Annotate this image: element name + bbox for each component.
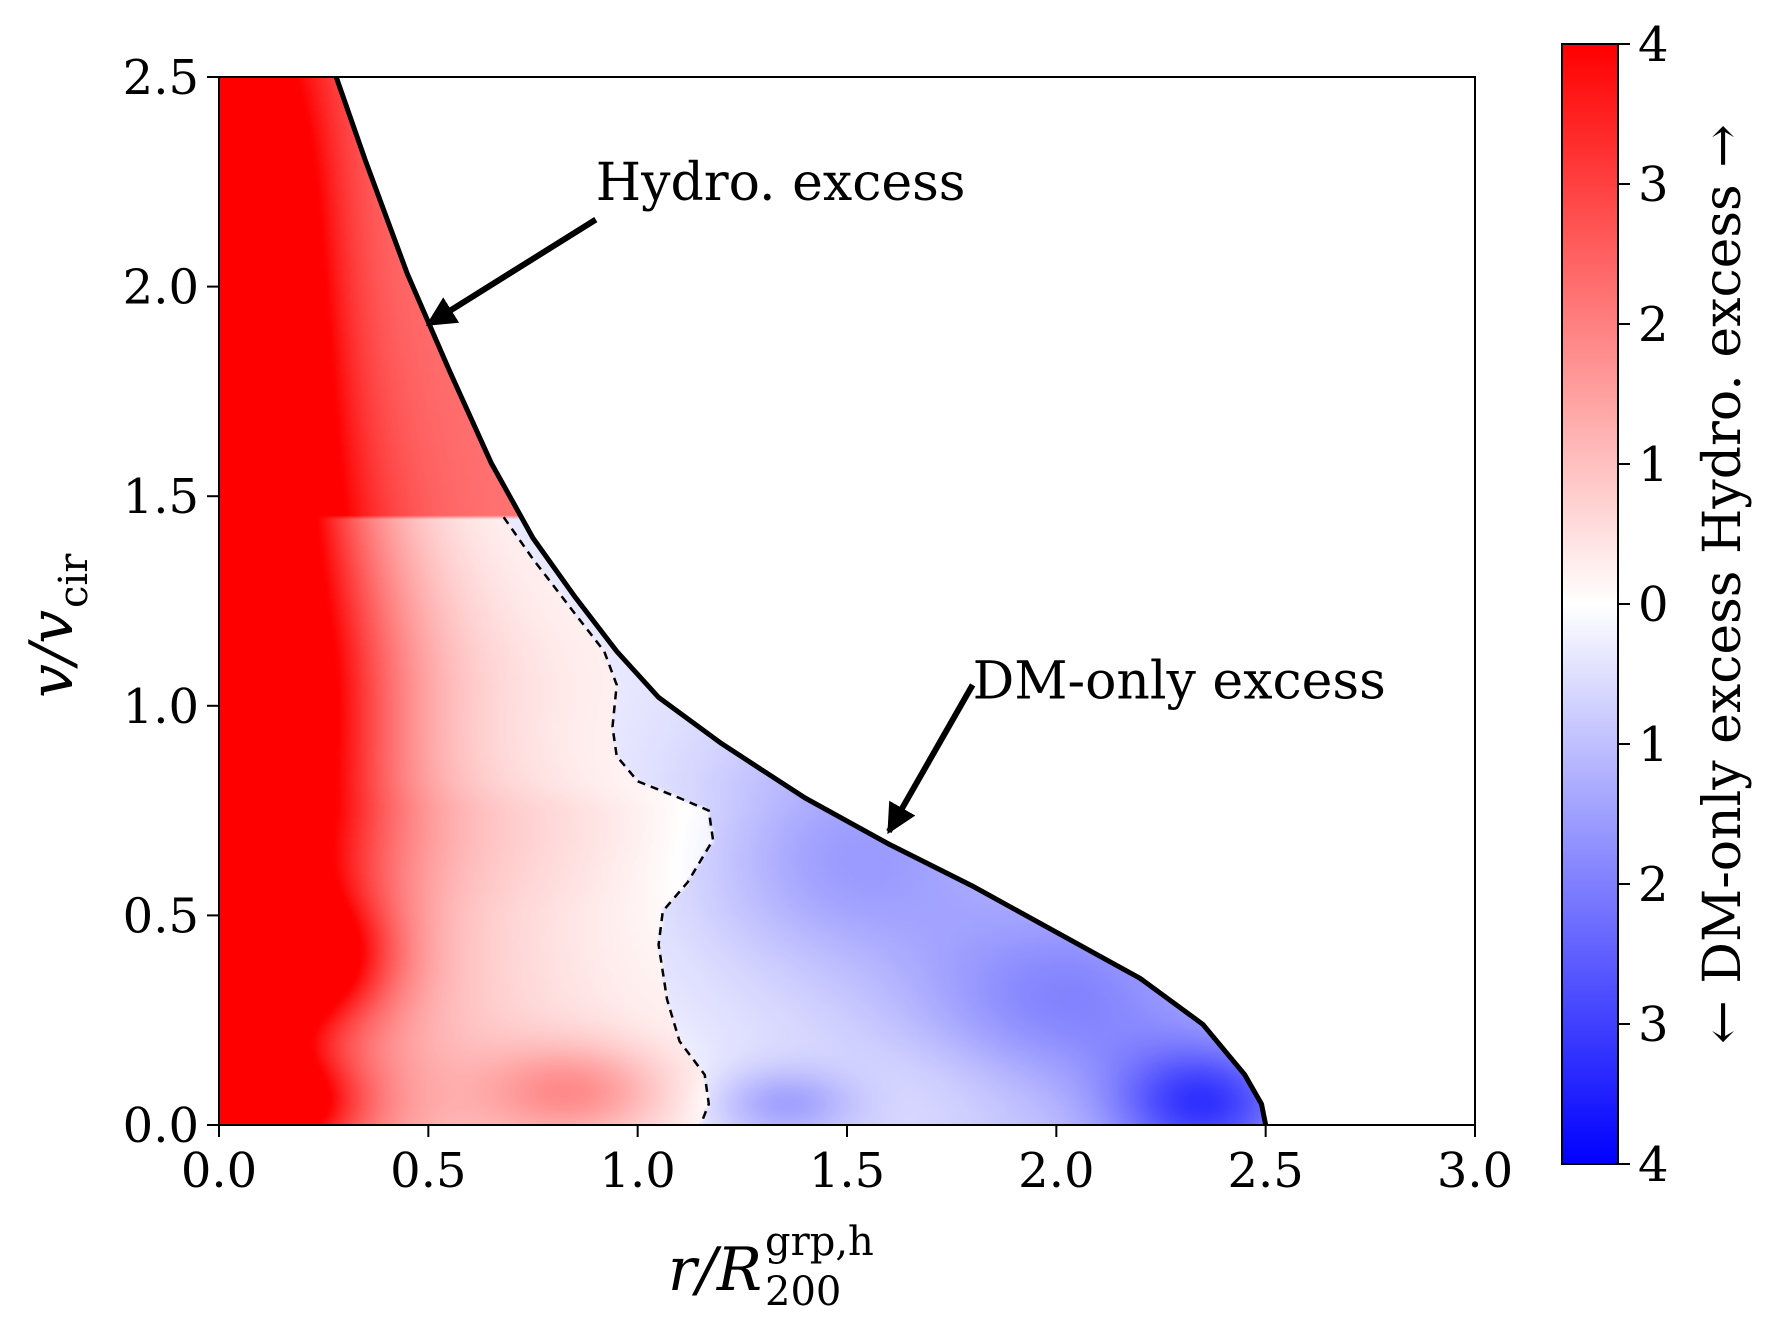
heatmap-field [219,77,1266,1125]
x-axis-title-main: r/R [668,1235,762,1305]
colorbar-tick-label: 4 [1638,17,1669,73]
dm-only-excess-label: DM-only excess [973,652,1386,712]
colorbar-ticks: 4 3 2 1 0 1 2 3 4 [1618,17,1669,1193]
colorbar-tick-label: 2 [1638,297,1669,353]
y-tick-label: 0.5 [123,888,199,944]
x-tick-label: 1.5 [809,1143,885,1199]
y-axis-title-sub: cir [51,553,97,608]
x-tick-label: 1.0 [599,1143,675,1199]
y-tick-label: 2.5 [123,50,199,106]
escape-velocity-curve [333,76,1269,1126]
zero-contour-line [502,516,715,1126]
x-axis-title-sub: 200 [765,1269,841,1315]
x-axis-title-sup: grp,h [765,1219,874,1265]
colorbar-tick-label: 3 [1638,157,1669,213]
x-tick-label: 0.0 [181,1143,257,1199]
colorbar: 4 3 2 1 0 1 2 3 4 ← DM-only excess Hydro. excess… [1561,17,1753,1193]
y-axis: 0.0 0.5 1.0 1.5 2.0 2.5 [123,50,219,1154]
y-tick-label: 0.0 [123,1098,199,1154]
y-tick-label: 2.0 [123,260,199,316]
colorbar-label: ← DM-only excess Hydro. excess → [1693,124,1753,1044]
dm-only-excess-arrow [886,683,976,835]
x-tick-label: 0.5 [390,1143,466,1199]
y-tick-label: 1.5 [123,469,199,525]
x-tick-label: 3.0 [1437,1143,1513,1199]
hydro-excess-label: Hydro. excess [596,153,966,213]
colorbar-gradient [1561,43,1619,1165]
x-axis: 0.0 0.5 1.0 1.5 2.0 2.5 3.0 [181,1125,1513,1199]
y-tick-label: 1.0 [123,679,199,735]
colorbar-tick-label: 1 [1638,437,1669,493]
y-axis-title-main: v/v [17,610,87,698]
colorbar-tick-label: 2 [1638,857,1669,913]
annotations: Hydro. excess DM-only excess [425,153,1386,835]
x-tick-label: 2.0 [1018,1143,1094,1199]
plot-area [218,76,1476,1126]
colorbar-tick-label: 4 [1638,1137,1669,1193]
colorbar-tick-label: 0 [1638,577,1669,633]
x-tick-label: 2.5 [1227,1143,1303,1199]
x-axis-title: r/R grp,h 200 [668,1219,874,1315]
hydro-excess-arrow [425,216,598,327]
colorbar-tick-label: 1 [1638,717,1669,773]
y-axis-title: v/v cir [17,553,97,698]
colorbar-tick-label: 3 [1638,997,1669,1053]
